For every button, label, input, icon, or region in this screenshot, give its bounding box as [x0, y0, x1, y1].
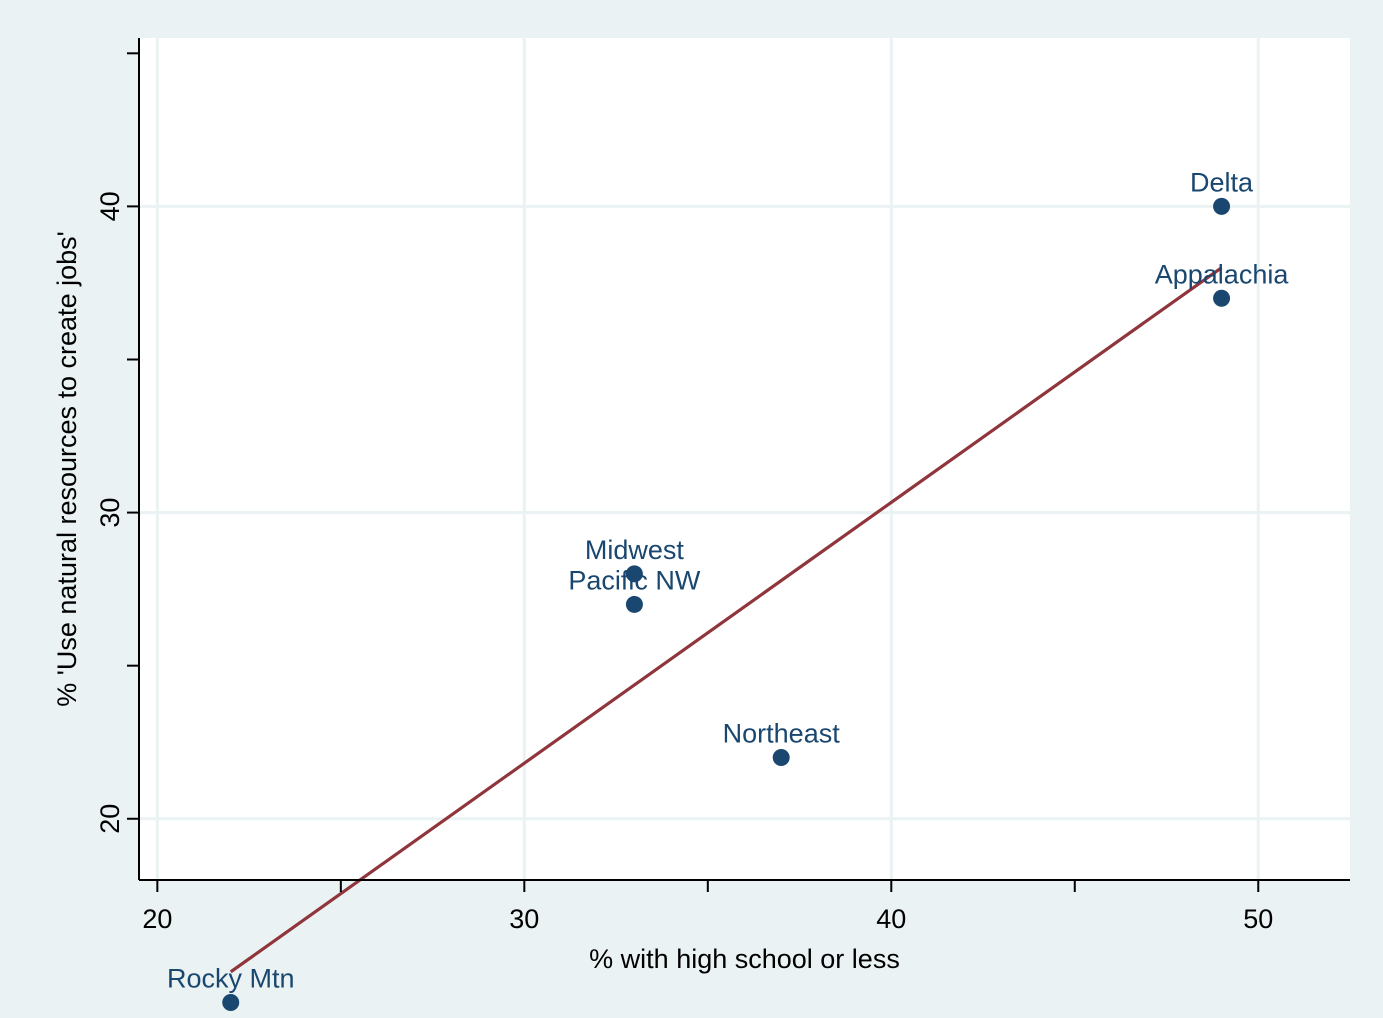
axes: 20 30 40 50 20 30 40 — [95, 38, 1350, 934]
plot-area — [139, 38, 1350, 880]
data-point — [625, 565, 643, 583]
data-point — [1213, 289, 1231, 307]
data-point — [772, 749, 790, 767]
fit-line — [229, 266, 1223, 974]
x-axis-title: % with high school or less — [589, 944, 900, 974]
point-label: Delta — [1190, 167, 1254, 197]
y-tick-label: 20 — [95, 804, 125, 834]
point-label: Pacific NW — [568, 565, 701, 595]
data-point — [625, 595, 643, 613]
y-axis-title: % 'Use natural resources to create jobs' — [52, 231, 82, 707]
x-tick-label: 30 — [509, 904, 539, 934]
point-label: Northeast — [723, 719, 841, 749]
point-label: Midwest — [585, 535, 685, 565]
data-point — [222, 993, 240, 1011]
y-tick-label: 30 — [95, 498, 125, 528]
y-tick-label: 40 — [95, 191, 125, 221]
x-tick-label: 50 — [1243, 904, 1273, 934]
x-tick-label: 20 — [142, 904, 172, 934]
point-label: Appalachia — [1155, 259, 1290, 289]
fit-line-group — [229, 266, 1223, 974]
point-label: Rocky Mtn — [167, 963, 295, 993]
grid-lines — [139, 38, 1350, 880]
data-point — [1213, 197, 1231, 215]
x-tick-label: 40 — [876, 904, 906, 934]
